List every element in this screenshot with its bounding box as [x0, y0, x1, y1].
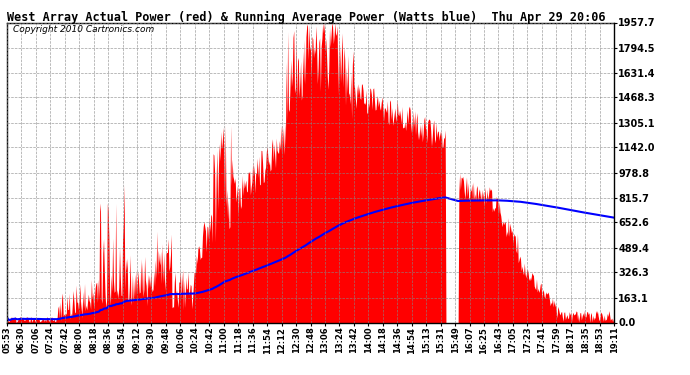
Text: Copyright 2010 Cartronics.com: Copyright 2010 Cartronics.com	[13, 26, 155, 34]
Text: West Array Actual Power (red) & Running Average Power (Watts blue)  Thu Apr 29 2: West Array Actual Power (red) & Running …	[7, 11, 605, 24]
